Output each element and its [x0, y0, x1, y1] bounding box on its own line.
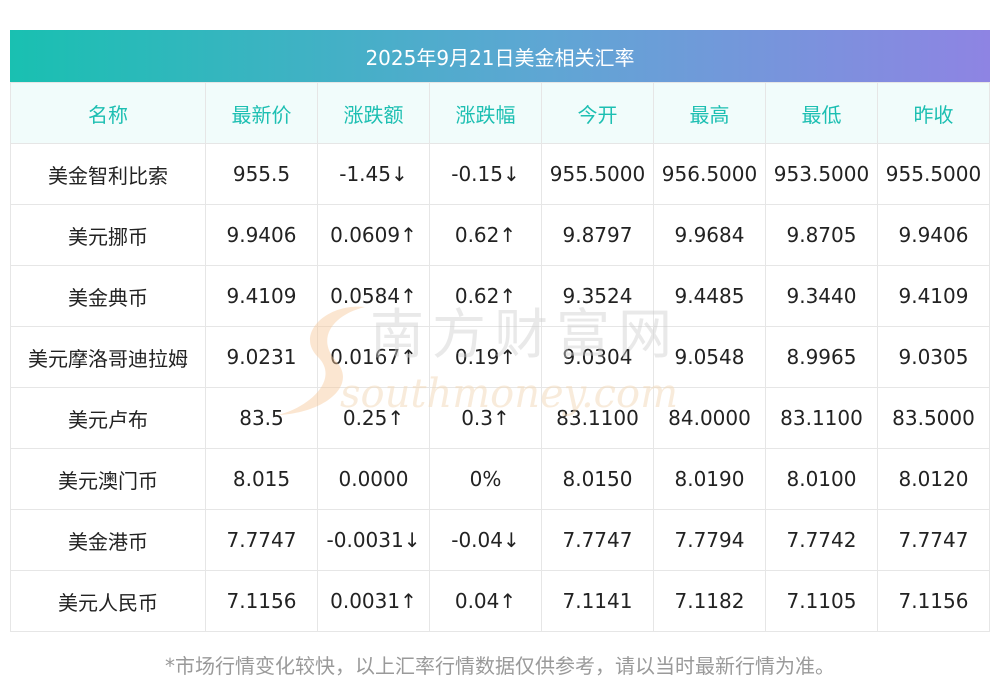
cell-prev-close: 9.0305	[877, 326, 990, 388]
cell-low: 9.8705	[765, 204, 878, 266]
cell-prev-close: 83.5000	[877, 387, 990, 449]
cell-prev-close: 7.7747	[877, 509, 990, 571]
column-header-change-pct: 涨跌幅	[429, 82, 542, 144]
column-header-open: 今开	[541, 82, 654, 144]
cell-change-pct: 0.04↑	[429, 570, 542, 632]
table-row: 美金港币 7.7747 -0.0031↓ -0.04↓ 7.7747 7.779…	[10, 509, 990, 571]
cell-change: 0.25↑	[317, 387, 430, 449]
cell-change-pct: 0.3↑	[429, 387, 542, 449]
cell-low: 953.5000	[765, 143, 878, 205]
cell-change-pct: 0%	[429, 448, 542, 510]
cell-open: 9.0304	[541, 326, 654, 388]
cell-low: 7.1105	[765, 570, 878, 632]
exchange-rate-table: 名称 最新价 涨跌额 涨跌幅 今开 最高 最低 昨收 美金智利比索 955.5 …	[10, 82, 990, 632]
cell-change-pct: -0.04↓	[429, 509, 542, 571]
cell-name: 美元卢布	[10, 387, 206, 449]
cell-change-pct: 0.62↑	[429, 265, 542, 327]
column-header-latest: 最新价	[205, 82, 318, 144]
cell-change-pct: -0.15↓	[429, 143, 542, 205]
page-title: 2025年9月21日美金相关汇率	[10, 30, 990, 82]
cell-open: 7.1141	[541, 570, 654, 632]
table-row: 美金典币 9.4109 0.0584↑ 0.62↑ 9.3524 9.4485 …	[10, 265, 990, 327]
cell-name: 美元澳门币	[10, 448, 206, 510]
cell-prev-close: 955.5000	[877, 143, 990, 205]
column-header-prev-close: 昨收	[877, 82, 990, 144]
column-header-low: 最低	[765, 82, 878, 144]
table-header-row: 名称 最新价 涨跌额 涨跌幅 今开 最高 最低 昨收	[10, 82, 990, 144]
table-row: 美元摩洛哥迪拉姆 9.0231 0.0167↑ 0.19↑ 9.0304 9.0…	[10, 326, 990, 388]
table-row: 美元卢布 83.5 0.25↑ 0.3↑ 83.1100 84.0000 83.…	[10, 387, 990, 449]
cell-change-pct: 0.19↑	[429, 326, 542, 388]
cell-change: 0.0031↑	[317, 570, 430, 632]
cell-name: 美金智利比索	[10, 143, 206, 205]
cell-low: 8.0100	[765, 448, 878, 510]
cell-change: 0.0609↑	[317, 204, 430, 266]
cell-change: 0.0167↑	[317, 326, 430, 388]
cell-high: 84.0000	[653, 387, 766, 449]
cell-change-pct: 0.62↑	[429, 204, 542, 266]
column-header-high: 最高	[653, 82, 766, 144]
cell-prev-close: 7.1156	[877, 570, 990, 632]
cell-open: 9.3524	[541, 265, 654, 327]
cell-latest: 9.9406	[205, 204, 318, 266]
page-title-text: 2025年9月21日美金相关汇率	[365, 45, 635, 70]
cell-name: 美金典币	[10, 265, 206, 327]
cell-open: 83.1100	[541, 387, 654, 449]
column-header-name: 名称	[10, 82, 206, 144]
cell-open: 7.7747	[541, 509, 654, 571]
cell-high: 9.0548	[653, 326, 766, 388]
cell-name: 美元摩洛哥迪拉姆	[10, 326, 206, 388]
cell-latest: 83.5	[205, 387, 318, 449]
cell-latest: 9.4109	[205, 265, 318, 327]
table-row: 美金智利比索 955.5 -1.45↓ -0.15↓ 955.5000 956.…	[10, 143, 990, 205]
cell-open: 955.5000	[541, 143, 654, 205]
cell-latest: 8.015	[205, 448, 318, 510]
table-row: 美元澳门币 8.015 0.0000 0% 8.0150 8.0190 8.01…	[10, 448, 990, 510]
cell-change: -0.0031↓	[317, 509, 430, 571]
cell-change: 0.0000	[317, 448, 430, 510]
cell-low: 9.3440	[765, 265, 878, 327]
cell-latest: 7.7747	[205, 509, 318, 571]
cell-low: 7.7742	[765, 509, 878, 571]
cell-change: -1.45↓	[317, 143, 430, 205]
cell-latest: 9.0231	[205, 326, 318, 388]
cell-high: 7.1182	[653, 570, 766, 632]
cell-open: 8.0150	[541, 448, 654, 510]
cell-high: 956.5000	[653, 143, 766, 205]
cell-latest: 955.5	[205, 143, 318, 205]
cell-prev-close: 9.4109	[877, 265, 990, 327]
cell-low: 83.1100	[765, 387, 878, 449]
cell-name: 美元挪币	[10, 204, 206, 266]
cell-prev-close: 8.0120	[877, 448, 990, 510]
cell-open: 9.8797	[541, 204, 654, 266]
cell-high: 9.4485	[653, 265, 766, 327]
cell-name: 美元人民币	[10, 570, 206, 632]
cell-high: 8.0190	[653, 448, 766, 510]
column-header-change: 涨跌额	[317, 82, 430, 144]
cell-name: 美金港币	[10, 509, 206, 571]
cell-low: 8.9965	[765, 326, 878, 388]
cell-prev-close: 9.9406	[877, 204, 990, 266]
table-row: 美元人民币 7.1156 0.0031↑ 0.04↑ 7.1141 7.1182…	[10, 570, 990, 632]
cell-high: 9.9684	[653, 204, 766, 266]
cell-latest: 7.1156	[205, 570, 318, 632]
disclaimer-footnote: *市场行情变化较快，以上汇率行情数据仅供参考，请以当时最新行情为准。	[165, 654, 835, 678]
cell-high: 7.7794	[653, 509, 766, 571]
cell-change: 0.0584↑	[317, 265, 430, 327]
table-row: 美元挪币 9.9406 0.0609↑ 0.62↑ 9.8797 9.9684 …	[10, 204, 990, 266]
